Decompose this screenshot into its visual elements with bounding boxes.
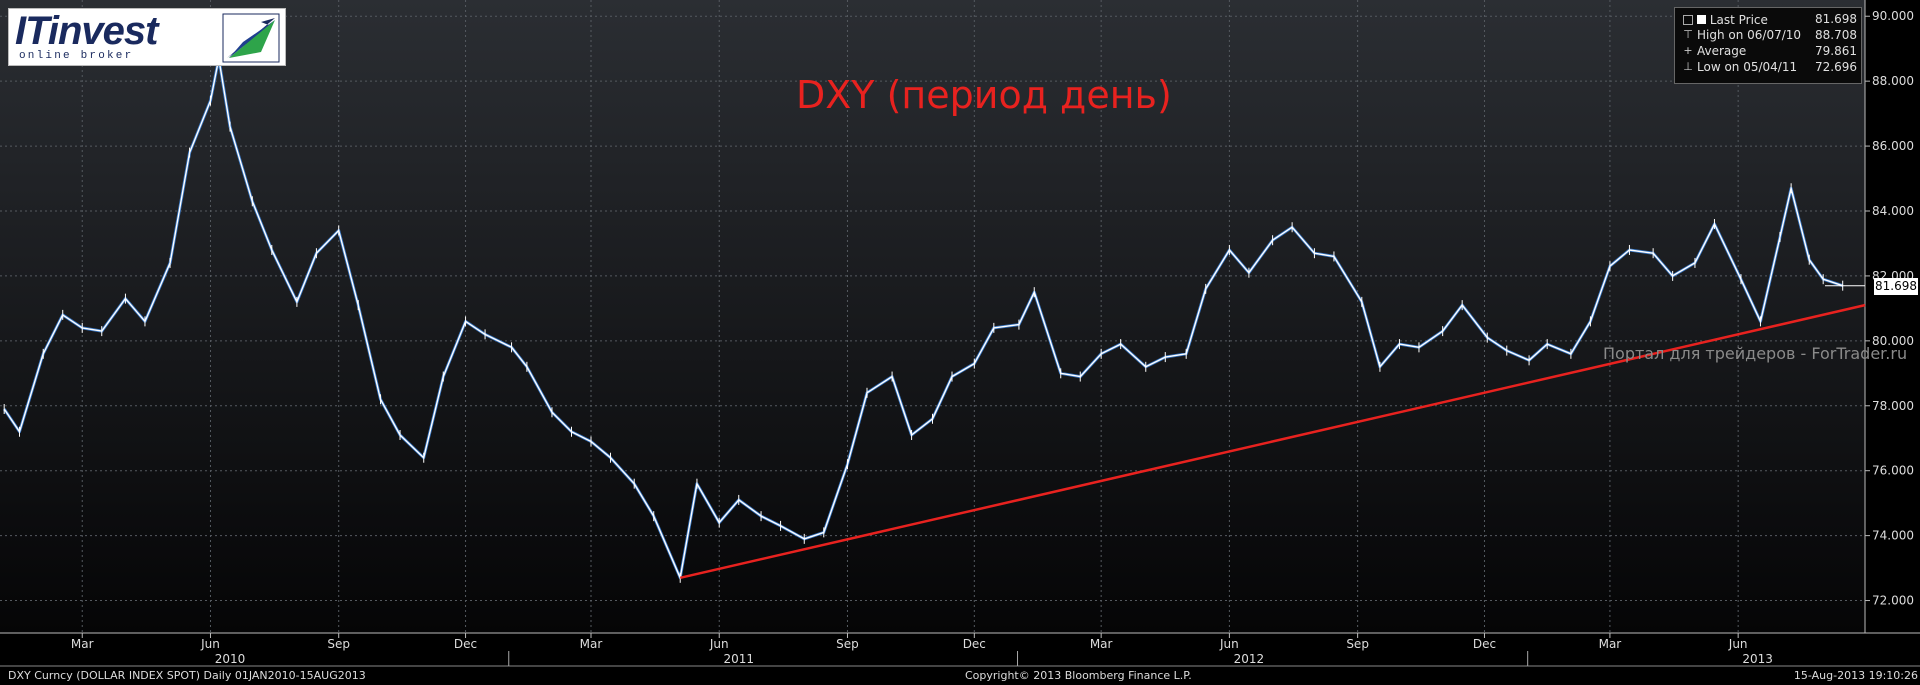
x-year-label: 2011 [723,652,754,666]
x-tick-label: Jun [200,637,220,651]
x-tick-label: Mar [1599,637,1622,651]
price-line [3,57,1843,579]
chart-title: DXY (период день) [796,73,1172,117]
x-tick-label: Mar [580,637,603,651]
legend-label: Low on 05/04/11 [1697,60,1798,74]
legend-label: Average [1697,44,1747,58]
legend-value: 72.696 [1815,60,1857,74]
average-marker-icon: + [1683,44,1693,57]
watermark-text: Портал для трейдеров - ForTrader.ru [1603,344,1908,363]
y-tick-label: 84.000 [1872,204,1914,218]
legend-value: 79.861 [1815,44,1857,58]
x-tick-label: Jun [1219,637,1239,651]
footer-security-info: DXY Curncy (DOLLAR INDEX SPOT) Daily 01J… [8,669,366,682]
footer-copyright: Copyright© 2013 Bloomberg Finance L.P. [965,669,1192,682]
legend-row-low: ⊥ Low on 05/04/11 72.696 [1681,60,1857,75]
x-tick-label: Dec [1473,637,1496,651]
last-price-badge: 81.698 [1874,277,1918,295]
x-tick-label: Sep [836,637,859,651]
x-tick-label: Sep [327,637,350,651]
x-tick-label: Jun [709,637,729,651]
series-last-price [2,53,1865,583]
x-tick-label: Jun [1728,637,1748,651]
x-axis: Mar Jun Sep Dec Mar Jun Sep Dec Mar Jun Sep Dec Mar J… [0,632,1920,667]
high-marker-icon: ⊤ [1683,28,1693,41]
x-tick-label: Dec [454,637,477,651]
footer-timestamp: 15-Aug-2013 19:10:26 [1793,669,1918,682]
x-year-label: 2013 [1742,652,1773,666]
x-tick-label: Mar [1090,637,1113,651]
y-tick-label: 88.000 [1872,74,1914,88]
x-tick-label: Mar [71,637,94,651]
legend-swatch-icon [1697,15,1706,24]
y-tick-label: 90.000 [1872,9,1914,23]
x-tick-label: Dec [963,637,986,651]
plot-background [0,0,1865,633]
legend-last-price-icon [1681,12,1695,28]
legend-value: 88.708 [1815,28,1857,42]
y-axis: 72.00074.00076.00078.00080.00082.00084.0… [1864,0,1914,633]
legend-label: Last Price [1709,13,1768,27]
x-tick-label: Sep [1346,637,1369,651]
itinvest-logo: ITinvest online broker [8,8,286,66]
y-tick-label: 80.000 [1872,334,1914,348]
y-tick-label: 78.000 [1872,399,1914,413]
x-year-label: 2010 [215,652,246,666]
x-year-label: 2012 [1234,652,1265,666]
support-trendline [679,303,1866,580]
y-tick-label: 76.000 [1872,464,1914,478]
y-tick-label: 72.000 [1872,594,1914,608]
logo-wordmark: ITinvest [15,9,158,53]
legend-row-average: + Average 79.861 [1681,44,1857,59]
legend-value: 81.698 [1815,12,1857,26]
trendline [679,303,1866,580]
legend-box: Last Price 81.698 ⊤ High on 06/07/10 88.… [1674,7,1862,84]
y-tick-label: 74.000 [1872,529,1914,543]
legend-row-high: ⊤ High on 06/07/10 88.708 [1681,28,1857,43]
logo-subtitle: online broker [19,50,134,62]
low-marker-icon: ⊥ [1683,60,1693,73]
legend-label: High on 06/07/10 [1697,28,1802,42]
y-tick-label: 86.000 [1872,139,1914,153]
logo-arrow-icon [222,13,280,63]
legend-row-last-price: Last Price 81.698 [1681,12,1857,27]
grid [0,0,1865,633]
